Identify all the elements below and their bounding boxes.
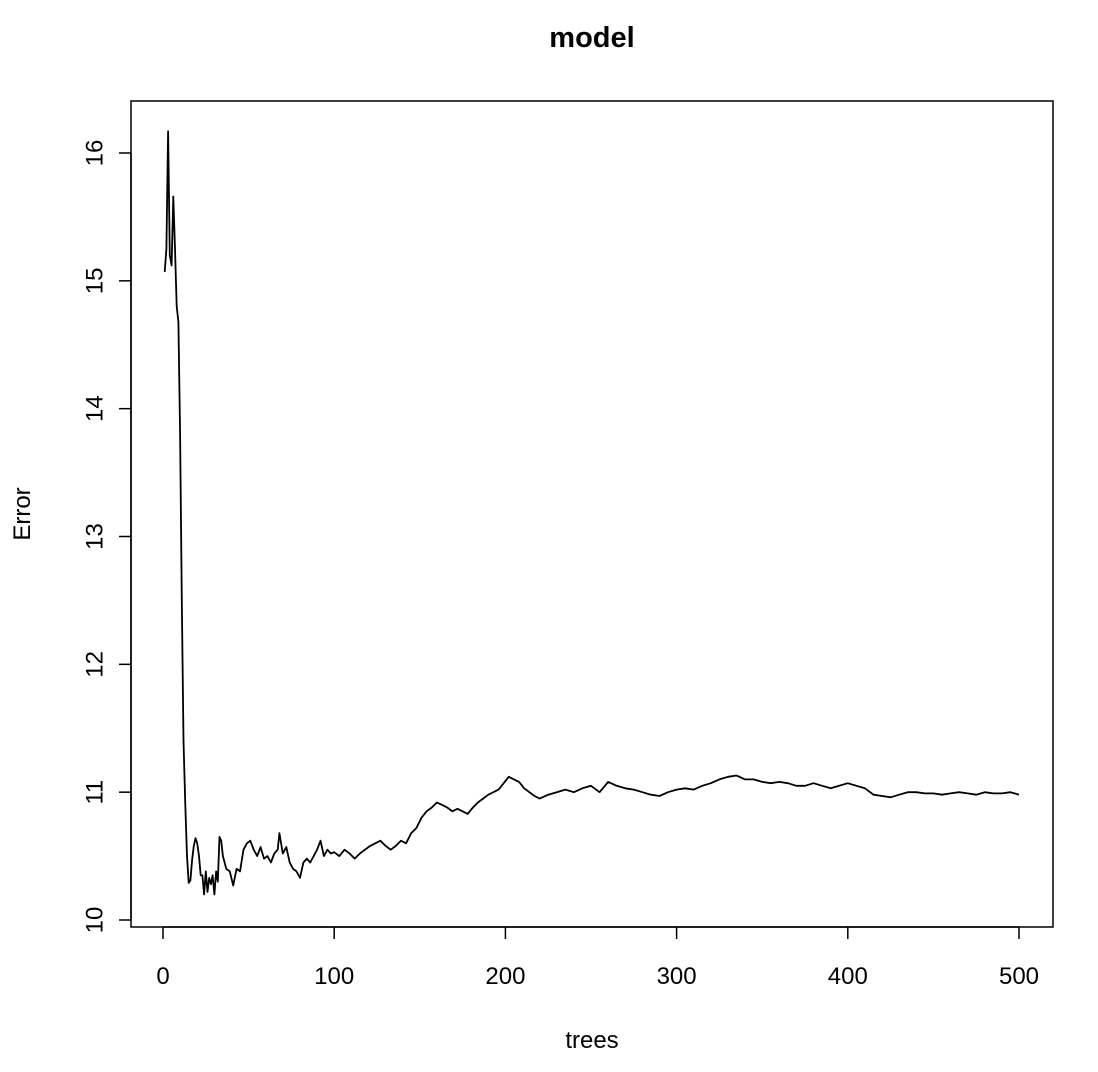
x-tick-label: 300 xyxy=(657,963,697,990)
y-tick-label: 15 xyxy=(82,267,109,294)
y-axis: 10 11 12 13 14 15 16 xyxy=(82,140,132,934)
y-axis-title: Error xyxy=(9,487,36,540)
chart-title: model xyxy=(549,22,634,54)
y-tick-label: 11 xyxy=(82,780,109,805)
y-tick-label: 13 xyxy=(82,523,109,550)
error-series-line xyxy=(163,130,1020,896)
x-tick-label: 200 xyxy=(485,963,525,990)
x-tick-label: 500 xyxy=(999,963,1039,990)
x-tick-label: 100 xyxy=(314,963,354,990)
y-tick-label: 10 xyxy=(82,907,109,934)
y-tick-label: 14 xyxy=(82,395,109,422)
y-tick-label: 12 xyxy=(82,651,109,678)
x-axis-title: trees xyxy=(565,1027,618,1054)
x-tick-label: 0 xyxy=(156,963,169,990)
plot-area-frame xyxy=(130,100,1054,928)
y-tick-label: 16 xyxy=(82,140,109,167)
x-tick-label: 400 xyxy=(828,963,868,990)
x-axis: 0 100 200 300 400 500 xyxy=(156,926,1039,990)
